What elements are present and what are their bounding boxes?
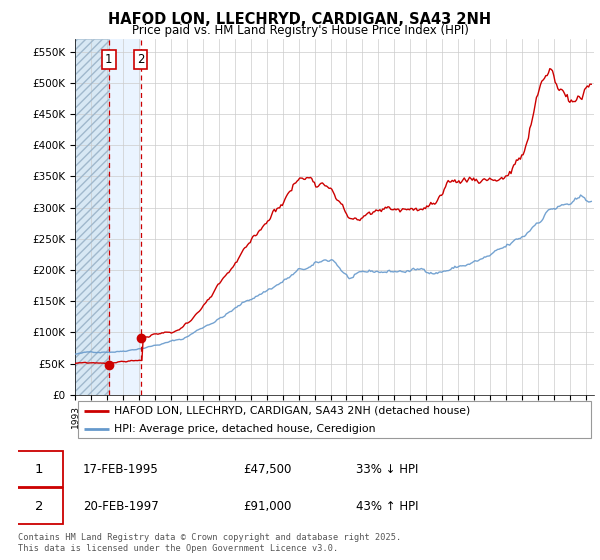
Text: £91,000: £91,000 <box>244 501 292 514</box>
Text: £47,500: £47,500 <box>244 463 292 476</box>
Text: 20-FEB-1997: 20-FEB-1997 <box>83 501 158 514</box>
FancyBboxPatch shape <box>15 451 63 487</box>
Text: 1: 1 <box>35 463 43 476</box>
Bar <box>109 39 141 395</box>
Text: HPI: Average price, detached house, Ceredigion: HPI: Average price, detached house, Cere… <box>114 424 376 434</box>
FancyBboxPatch shape <box>15 488 63 524</box>
Text: Price paid vs. HM Land Registry's House Price Index (HPI): Price paid vs. HM Land Registry's House … <box>131 24 469 36</box>
Text: Contains HM Land Registry data © Crown copyright and database right 2025.
This d: Contains HM Land Registry data © Crown c… <box>18 533 401 553</box>
Text: 17-FEB-1995: 17-FEB-1995 <box>83 463 158 476</box>
Bar <box>75 39 109 395</box>
Text: 1: 1 <box>105 53 113 66</box>
Text: 2: 2 <box>137 53 145 66</box>
Text: HAFOD LON, LLECHRYD, CARDIGAN, SA43 2NH: HAFOD LON, LLECHRYD, CARDIGAN, SA43 2NH <box>109 12 491 27</box>
Text: 33% ↓ HPI: 33% ↓ HPI <box>356 463 419 476</box>
FancyBboxPatch shape <box>77 401 592 438</box>
Bar <box>75 39 109 395</box>
Text: 2: 2 <box>35 501 43 514</box>
Text: 43% ↑ HPI: 43% ↑ HPI <box>356 501 419 514</box>
Text: HAFOD LON, LLECHRYD, CARDIGAN, SA43 2NH (detached house): HAFOD LON, LLECHRYD, CARDIGAN, SA43 2NH … <box>114 405 470 416</box>
